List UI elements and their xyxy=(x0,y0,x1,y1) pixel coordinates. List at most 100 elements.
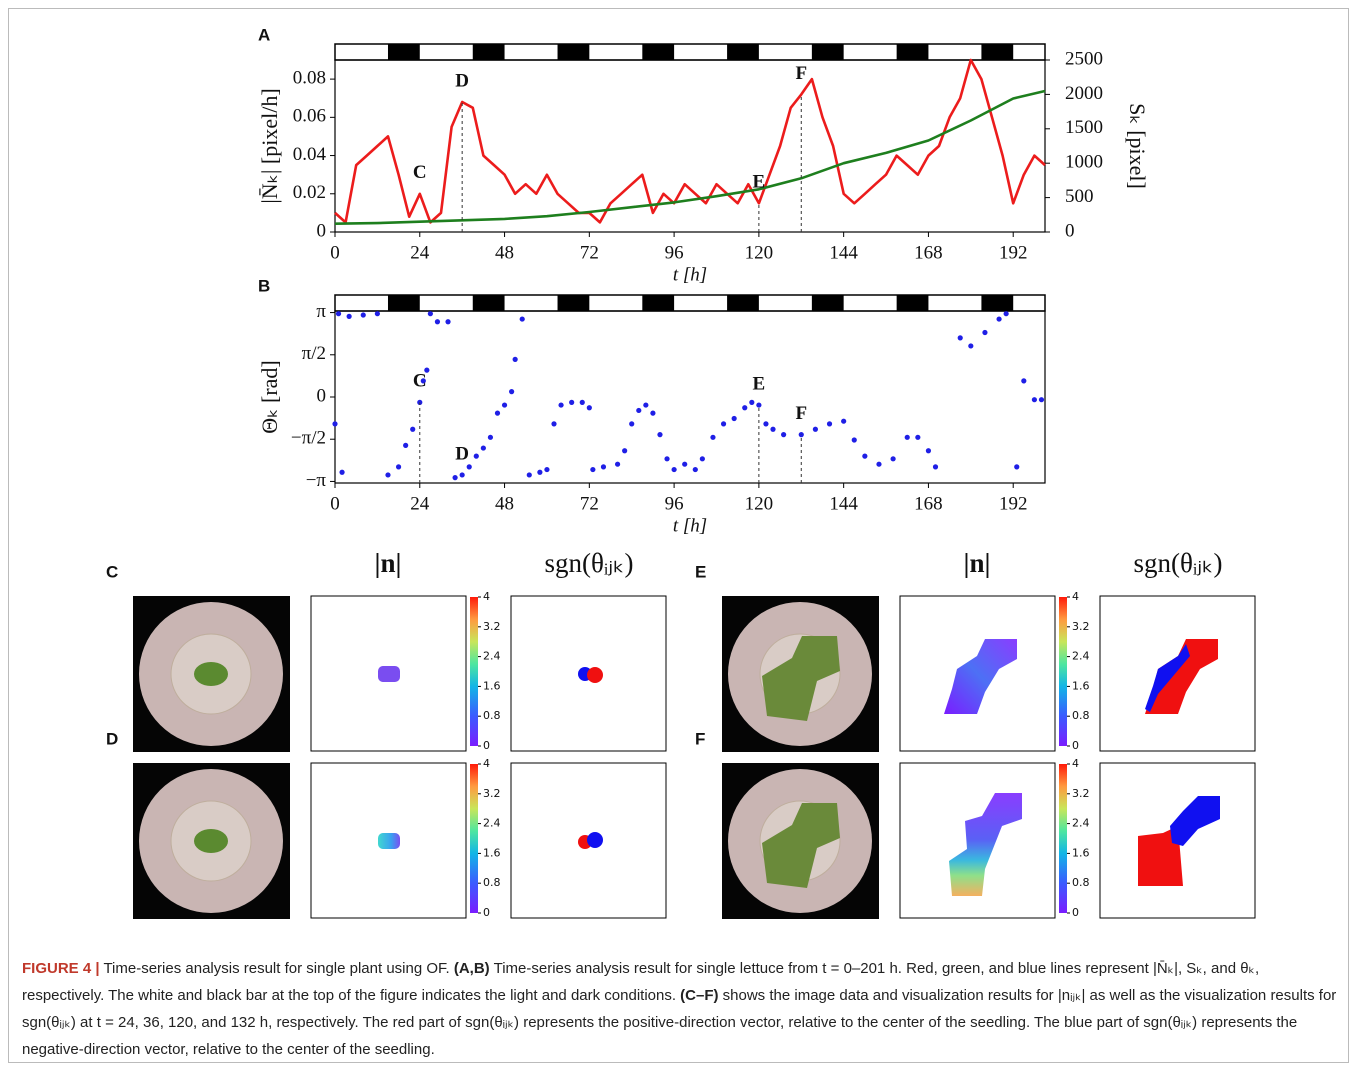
x-tick-label: 72 xyxy=(580,493,599,514)
photo-plant xyxy=(762,636,840,721)
x-tick-label: 144 xyxy=(829,493,858,514)
point xyxy=(395,464,402,470)
point xyxy=(452,475,458,481)
point xyxy=(586,405,592,411)
y-axis-label: Θₖ [rad] xyxy=(257,360,282,434)
light-bar xyxy=(334,294,1046,312)
point xyxy=(671,466,677,473)
x-tick-label: 48 xyxy=(495,493,514,514)
colorbar-tick-label: 2.4 xyxy=(1072,817,1090,830)
x-tick-label: 96 xyxy=(665,493,684,514)
point xyxy=(600,464,607,470)
point xyxy=(742,405,748,411)
y-axis-label: |N̄ₖ| [pixel/h] xyxy=(257,88,282,203)
marker-label: D xyxy=(455,443,469,464)
caption-bold: (C–F) xyxy=(680,987,719,1004)
point xyxy=(932,464,939,470)
point xyxy=(590,466,596,473)
positive-blob xyxy=(1138,826,1183,886)
y2-axis-label: Sₖ [pixel] xyxy=(1125,103,1150,189)
point xyxy=(664,456,670,462)
x-tick-label: 192 xyxy=(999,242,1028,263)
point xyxy=(385,472,391,478)
point xyxy=(982,329,988,336)
point xyxy=(720,421,727,427)
point xyxy=(1003,311,1009,317)
photo-plant xyxy=(194,829,228,853)
colorbar-tick-label: 2.4 xyxy=(1072,650,1090,663)
panel-label: D xyxy=(106,729,118,748)
dark-period xyxy=(472,44,505,60)
point xyxy=(682,461,688,467)
point xyxy=(420,378,426,384)
colorbar-tick-label: 1.6 xyxy=(1072,846,1090,859)
panel-label: B xyxy=(258,276,270,295)
x-tick-label: 192 xyxy=(999,493,1028,514)
x-tick-label: 0 xyxy=(330,493,340,514)
x-tick-label: 24 xyxy=(410,493,430,514)
colorbar-tick-label: 1.6 xyxy=(483,679,501,692)
y-tick-label: 0 xyxy=(317,220,327,241)
y2-tick-label: 0 xyxy=(1065,220,1075,241)
colorbar-tick-label: 1.6 xyxy=(1072,679,1090,692)
magnitude-blob xyxy=(944,639,1017,714)
colorbar-tick-label: 4 xyxy=(1072,590,1079,603)
y-tick-label: 0 xyxy=(317,385,327,406)
y-tick-label: 0.08 xyxy=(293,67,326,88)
colorbar-tick-label: 4 xyxy=(1072,757,1079,770)
x-tick-label: 0 xyxy=(330,242,340,263)
x-axis-label: t [h] xyxy=(673,264,707,285)
panel-label: F xyxy=(695,729,705,748)
point xyxy=(915,434,921,440)
point xyxy=(519,316,525,322)
point xyxy=(841,418,847,424)
point xyxy=(487,434,494,440)
dark-period xyxy=(811,295,844,311)
y2-tick-label: 1500 xyxy=(1065,117,1103,138)
point xyxy=(629,421,635,427)
point xyxy=(650,410,656,416)
point xyxy=(346,313,352,319)
y-tick-label: π/2 xyxy=(302,343,326,364)
point xyxy=(770,426,776,432)
point xyxy=(434,319,441,325)
dark-period xyxy=(896,44,929,60)
point xyxy=(473,453,479,459)
point xyxy=(657,432,663,438)
series-line xyxy=(334,89,1046,225)
light-bar xyxy=(334,43,1046,61)
point xyxy=(890,456,896,462)
plot-frame xyxy=(334,310,1046,484)
colorbar-tick-label: 4 xyxy=(483,757,490,770)
point xyxy=(551,421,557,427)
magnitude-blob xyxy=(949,793,1022,896)
caption-bold: (A,B) xyxy=(453,960,490,977)
point xyxy=(710,434,716,440)
colorbar-tick-label: 0.8 xyxy=(1072,709,1090,722)
y2-tick-label: 1000 xyxy=(1065,152,1103,173)
y-tick-label: −π/2 xyxy=(291,428,326,449)
point xyxy=(544,466,550,473)
point xyxy=(1021,378,1027,384)
magnitude-blob xyxy=(378,666,400,682)
x-tick-label: 72 xyxy=(580,242,599,263)
negative-blob xyxy=(587,832,603,848)
point xyxy=(643,402,649,408)
marker-label: E xyxy=(753,172,766,193)
point xyxy=(424,367,430,373)
colorbar-tick-label: 0 xyxy=(483,906,490,919)
figure: A 0 24 48 72 96 120 144 168 192 0 0.02 0.04 0.06 0.08 0… xyxy=(106,25,1256,919)
colorbar-tick-label: 4 xyxy=(483,590,490,603)
point xyxy=(1014,464,1020,470)
dark-period xyxy=(727,295,759,311)
caption-text: Time-series analysis result for single l… xyxy=(22,960,1260,1004)
colorbar-tick-label: 0.8 xyxy=(483,709,501,722)
panel-label: C xyxy=(106,562,118,581)
point xyxy=(636,407,642,414)
point xyxy=(459,472,465,478)
result-box xyxy=(1099,762,1256,919)
marker-label: C xyxy=(413,371,427,392)
point xyxy=(862,453,868,459)
x-tick-label: 24 xyxy=(410,242,430,263)
